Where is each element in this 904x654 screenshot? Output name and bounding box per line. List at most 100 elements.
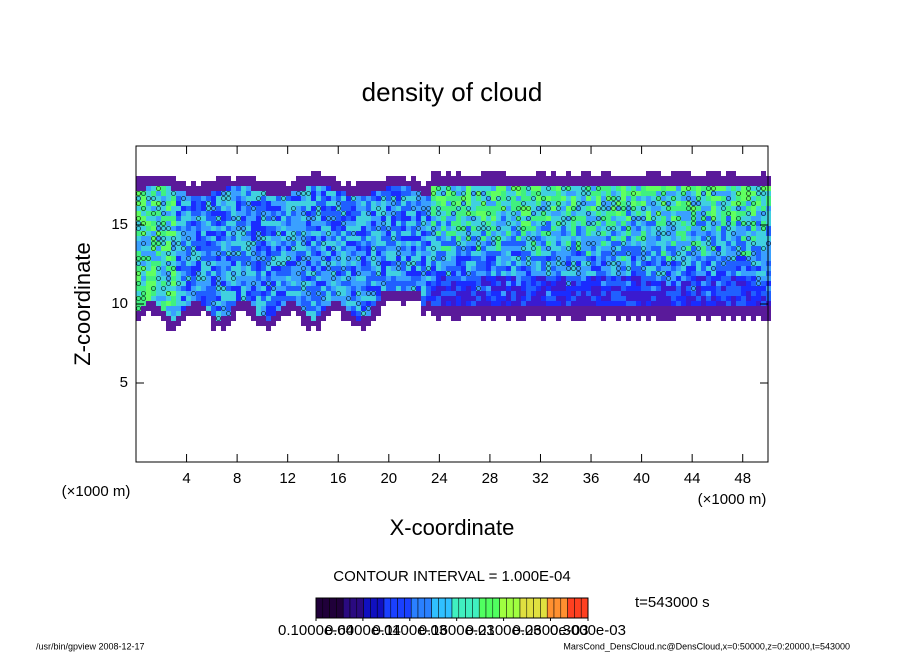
field-cell — [411, 241, 416, 246]
contour-line — [736, 216, 741, 221]
field-cell — [216, 201, 221, 206]
field-cell — [231, 301, 236, 306]
field-cell — [161, 186, 166, 191]
field-cell — [571, 236, 576, 241]
field-cell — [481, 266, 486, 271]
field-cell — [461, 196, 466, 201]
field-cell — [631, 276, 636, 281]
contour-line — [476, 246, 481, 251]
field-cell — [451, 306, 456, 311]
contour-line — [481, 226, 486, 231]
contour-line — [746, 191, 751, 196]
field-cell — [341, 256, 346, 261]
field-cell — [641, 221, 646, 226]
field-cell — [711, 216, 716, 221]
field-cell — [206, 191, 211, 196]
contour-line — [696, 246, 701, 251]
contour-line — [481, 201, 486, 206]
field-cell — [196, 226, 201, 231]
field-cell — [291, 296, 296, 301]
field-cell — [586, 181, 591, 186]
field-cell — [741, 266, 746, 271]
field-cell — [236, 296, 241, 301]
field-cell — [356, 251, 361, 256]
field-cell — [451, 226, 456, 231]
field-cell — [741, 196, 746, 201]
field-cell — [476, 176, 481, 181]
field-cell — [226, 226, 231, 231]
field-cell — [586, 196, 591, 201]
field-cell — [641, 276, 646, 281]
field-cell — [656, 221, 661, 226]
field-cell — [311, 246, 316, 251]
field-cell — [436, 206, 441, 211]
field-cell — [241, 196, 246, 201]
field-cell — [141, 216, 146, 221]
field-cell — [401, 211, 406, 216]
field-cell — [366, 306, 371, 311]
field-cell — [736, 211, 741, 216]
field-cell — [491, 216, 496, 221]
field-cell — [571, 176, 576, 181]
contour-line — [366, 291, 371, 296]
field-cell — [336, 206, 341, 211]
field-cell — [416, 236, 421, 241]
field-cell — [306, 196, 311, 201]
field-cell — [446, 216, 451, 221]
field-cell — [486, 296, 491, 301]
field-cell — [206, 216, 211, 221]
field-cell — [466, 221, 471, 226]
field-cell — [526, 276, 531, 281]
contour-line — [691, 251, 696, 256]
field-cell — [641, 246, 646, 251]
field-cell — [551, 196, 556, 201]
contour-line — [151, 286, 156, 291]
field-cell — [221, 276, 226, 281]
field-cell — [196, 191, 201, 196]
field-cell — [461, 186, 466, 191]
field-cell — [236, 186, 241, 191]
field-cell — [691, 291, 696, 296]
field-cell — [261, 181, 266, 186]
field-cell — [696, 216, 701, 221]
field-cell — [671, 196, 676, 201]
field-cell — [331, 196, 336, 201]
field-cell — [136, 266, 141, 271]
field-cell — [151, 176, 156, 181]
field-cell — [421, 191, 426, 196]
field-cell — [221, 186, 226, 191]
field-cell — [471, 286, 476, 291]
field-cell — [466, 191, 471, 196]
field-cell — [411, 281, 416, 286]
field-cell — [626, 191, 631, 196]
field-cell — [671, 231, 676, 236]
field-cell — [281, 276, 286, 281]
contour-line — [456, 241, 461, 246]
field-cell — [246, 196, 251, 201]
field-cell — [281, 211, 286, 216]
field-cell — [421, 201, 426, 206]
field-cell — [351, 226, 356, 231]
field-cell — [246, 306, 251, 311]
field-cell — [251, 256, 256, 261]
field-cell — [386, 251, 391, 256]
field-cell — [256, 291, 261, 296]
field-cell — [181, 306, 186, 311]
field-cell — [301, 261, 306, 266]
contour-line — [391, 196, 396, 201]
field-cell — [136, 306, 141, 311]
field-cell — [641, 176, 646, 181]
field-cell — [656, 301, 661, 306]
field-cell — [161, 241, 166, 246]
field-cell — [751, 276, 756, 281]
field-cell — [476, 236, 481, 241]
colorbar-cell — [370, 597, 378, 619]
field-cell — [351, 201, 356, 206]
field-cell — [336, 281, 341, 286]
field-cell — [596, 201, 601, 206]
field-cell — [656, 311, 661, 316]
field-cell — [281, 181, 286, 186]
contour-line — [466, 236, 471, 241]
contour-line — [556, 256, 561, 261]
field-cell — [711, 191, 716, 196]
